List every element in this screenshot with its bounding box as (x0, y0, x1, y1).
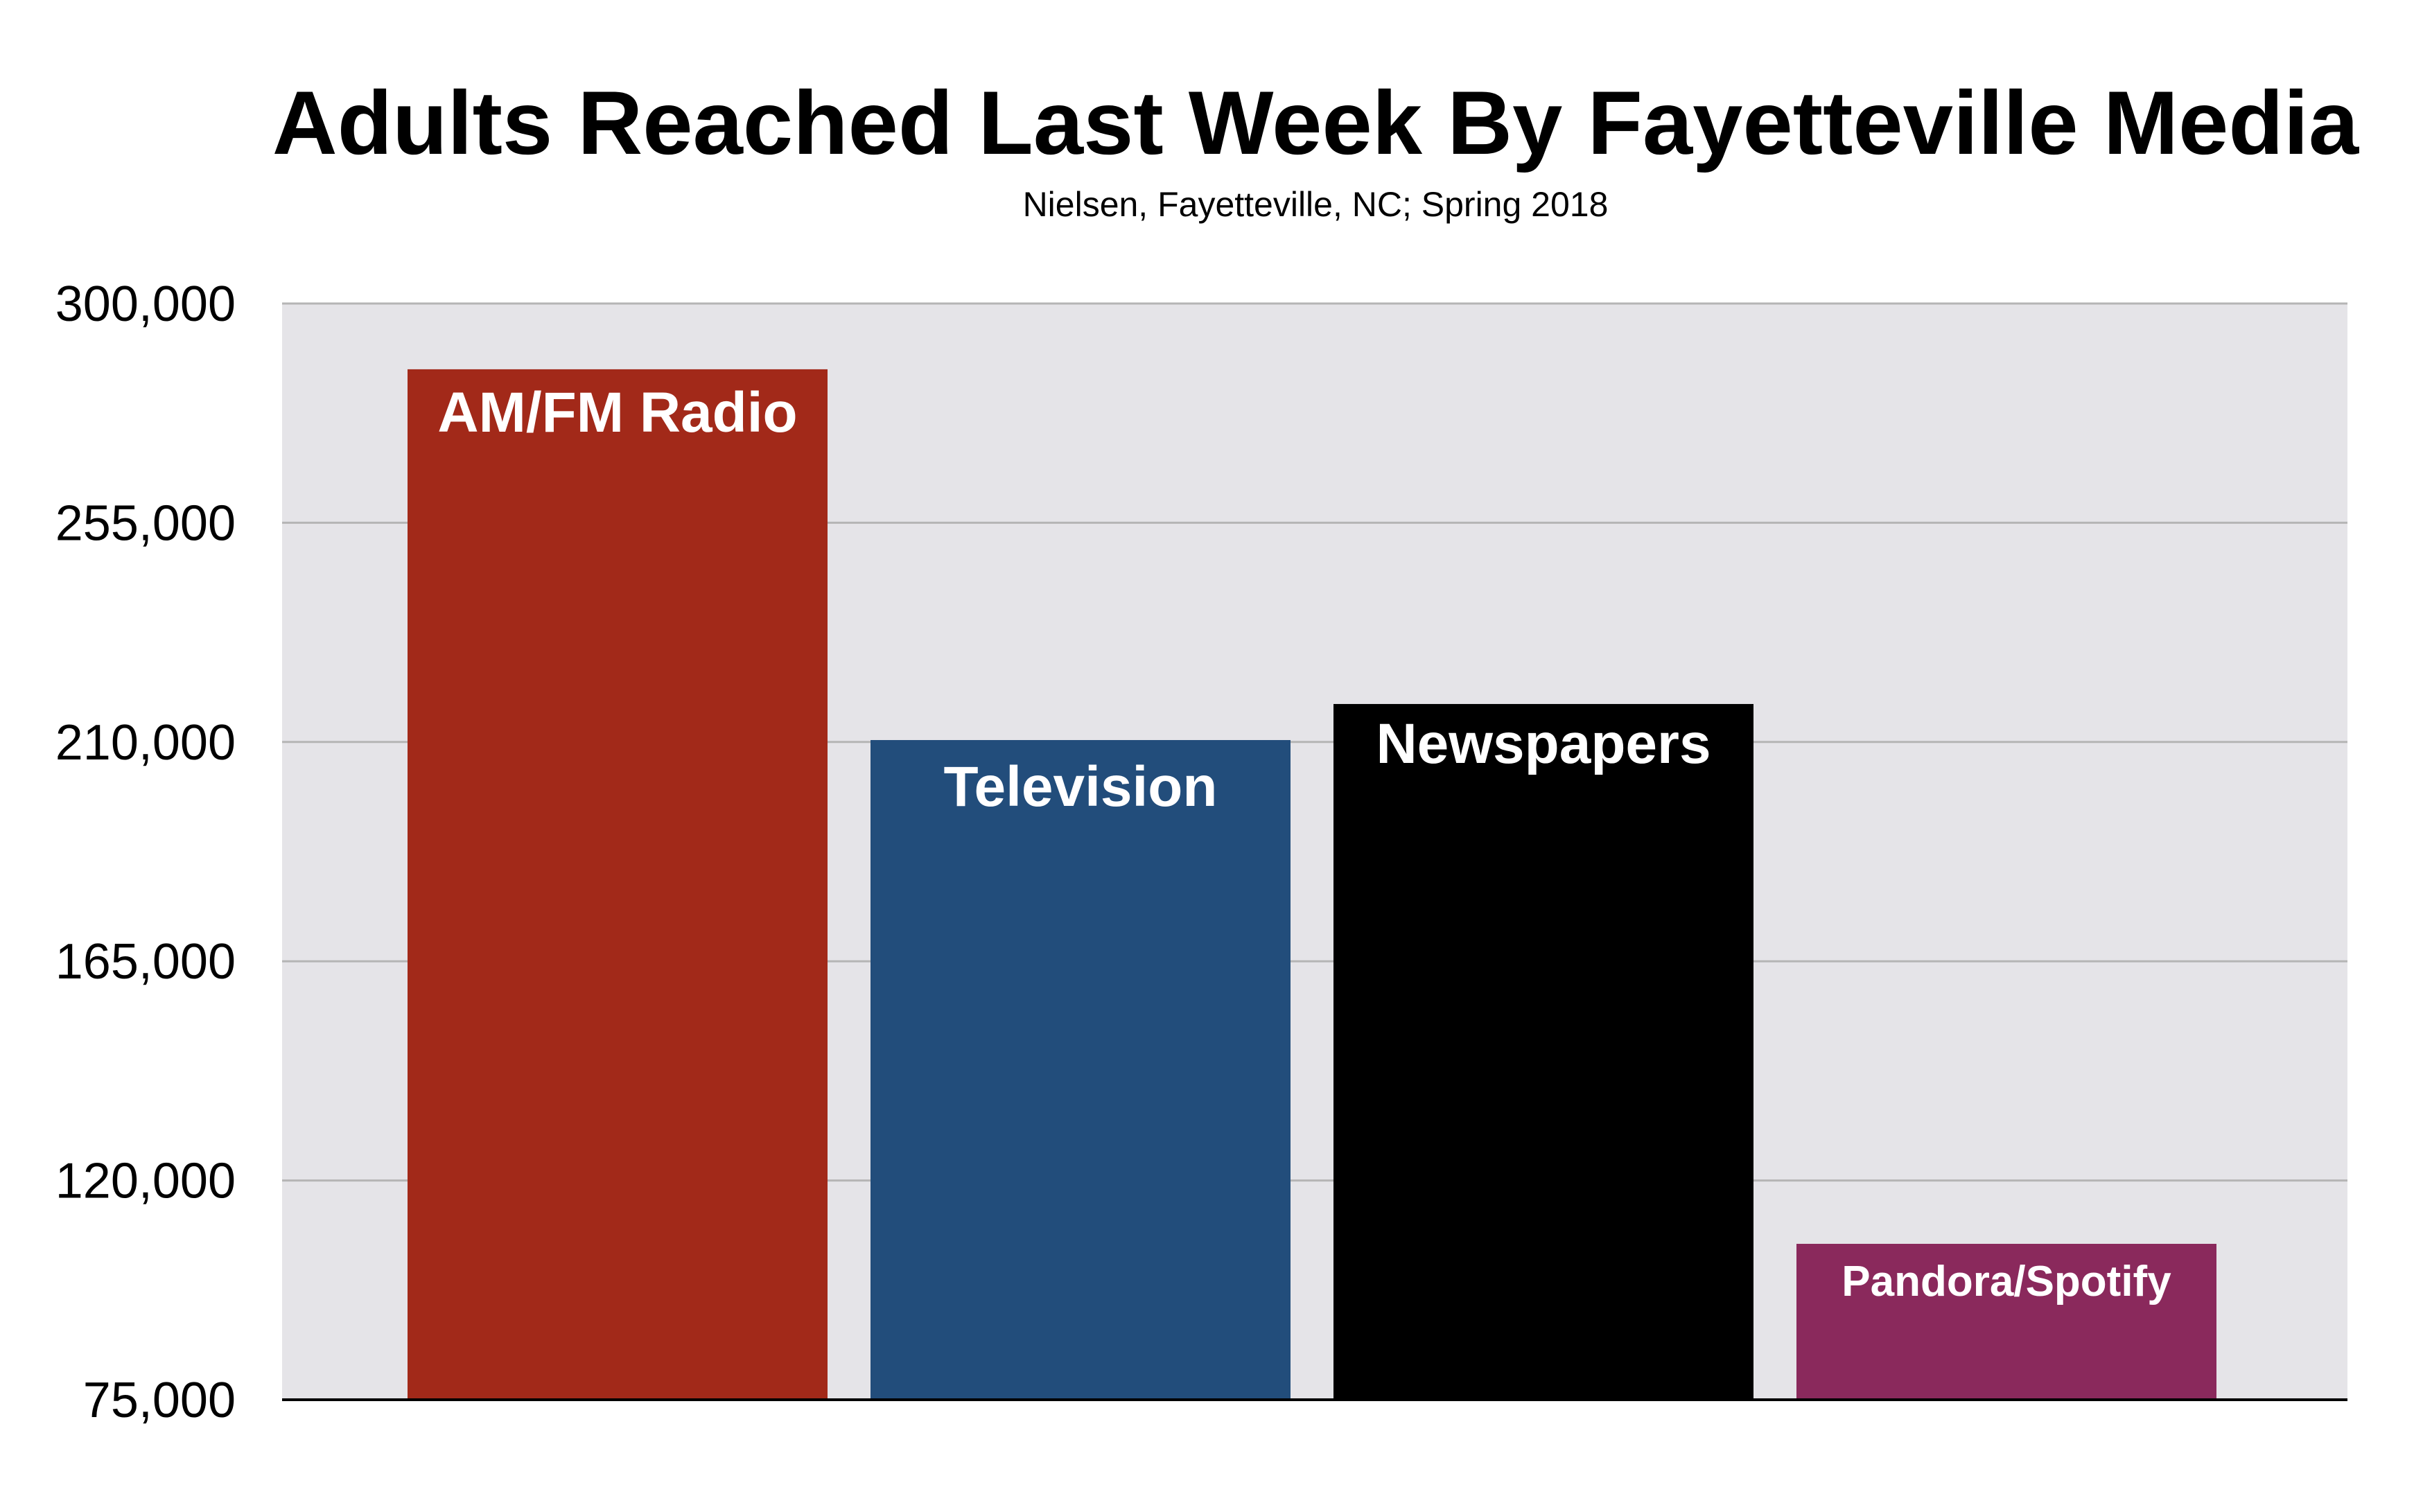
bar-pandora-spotify (1796, 1244, 2216, 1400)
bar-label: AM/FM Radio (437, 381, 797, 444)
bar-label: Pandora/Spotify (1842, 1258, 2171, 1306)
y-tick-label: 165,000 (55, 934, 236, 990)
chart-title: Adults Reached Last Week By Fayetteville… (272, 72, 2360, 173)
y-tick-label: 75,000 (83, 1373, 236, 1428)
y-tick-label: 120,000 (55, 1154, 236, 1209)
bar-television (871, 739, 1291, 1400)
y-tick-label: 210,000 (55, 715, 236, 771)
chart-subtitle: Nielsen, Fayetteville, NC; Spring 2018 (1023, 185, 1609, 224)
bar-label: Newspapers (1376, 712, 1711, 775)
bar-newspapers (1333, 703, 1753, 1400)
bar-labels: AM/FM Radio Television Newspapers Pandora/S… (437, 381, 2171, 1306)
bars (408, 369, 2216, 1400)
bar-am-fm-radio (408, 369, 828, 1400)
y-tick-label: 255,000 (55, 495, 236, 551)
y-tick-labels: 75,000 120,000 165,000 210,000 255,000 300,00… (55, 276, 236, 1428)
y-tick-label: 300,000 (55, 276, 236, 332)
bar-label: Television (944, 755, 1218, 818)
